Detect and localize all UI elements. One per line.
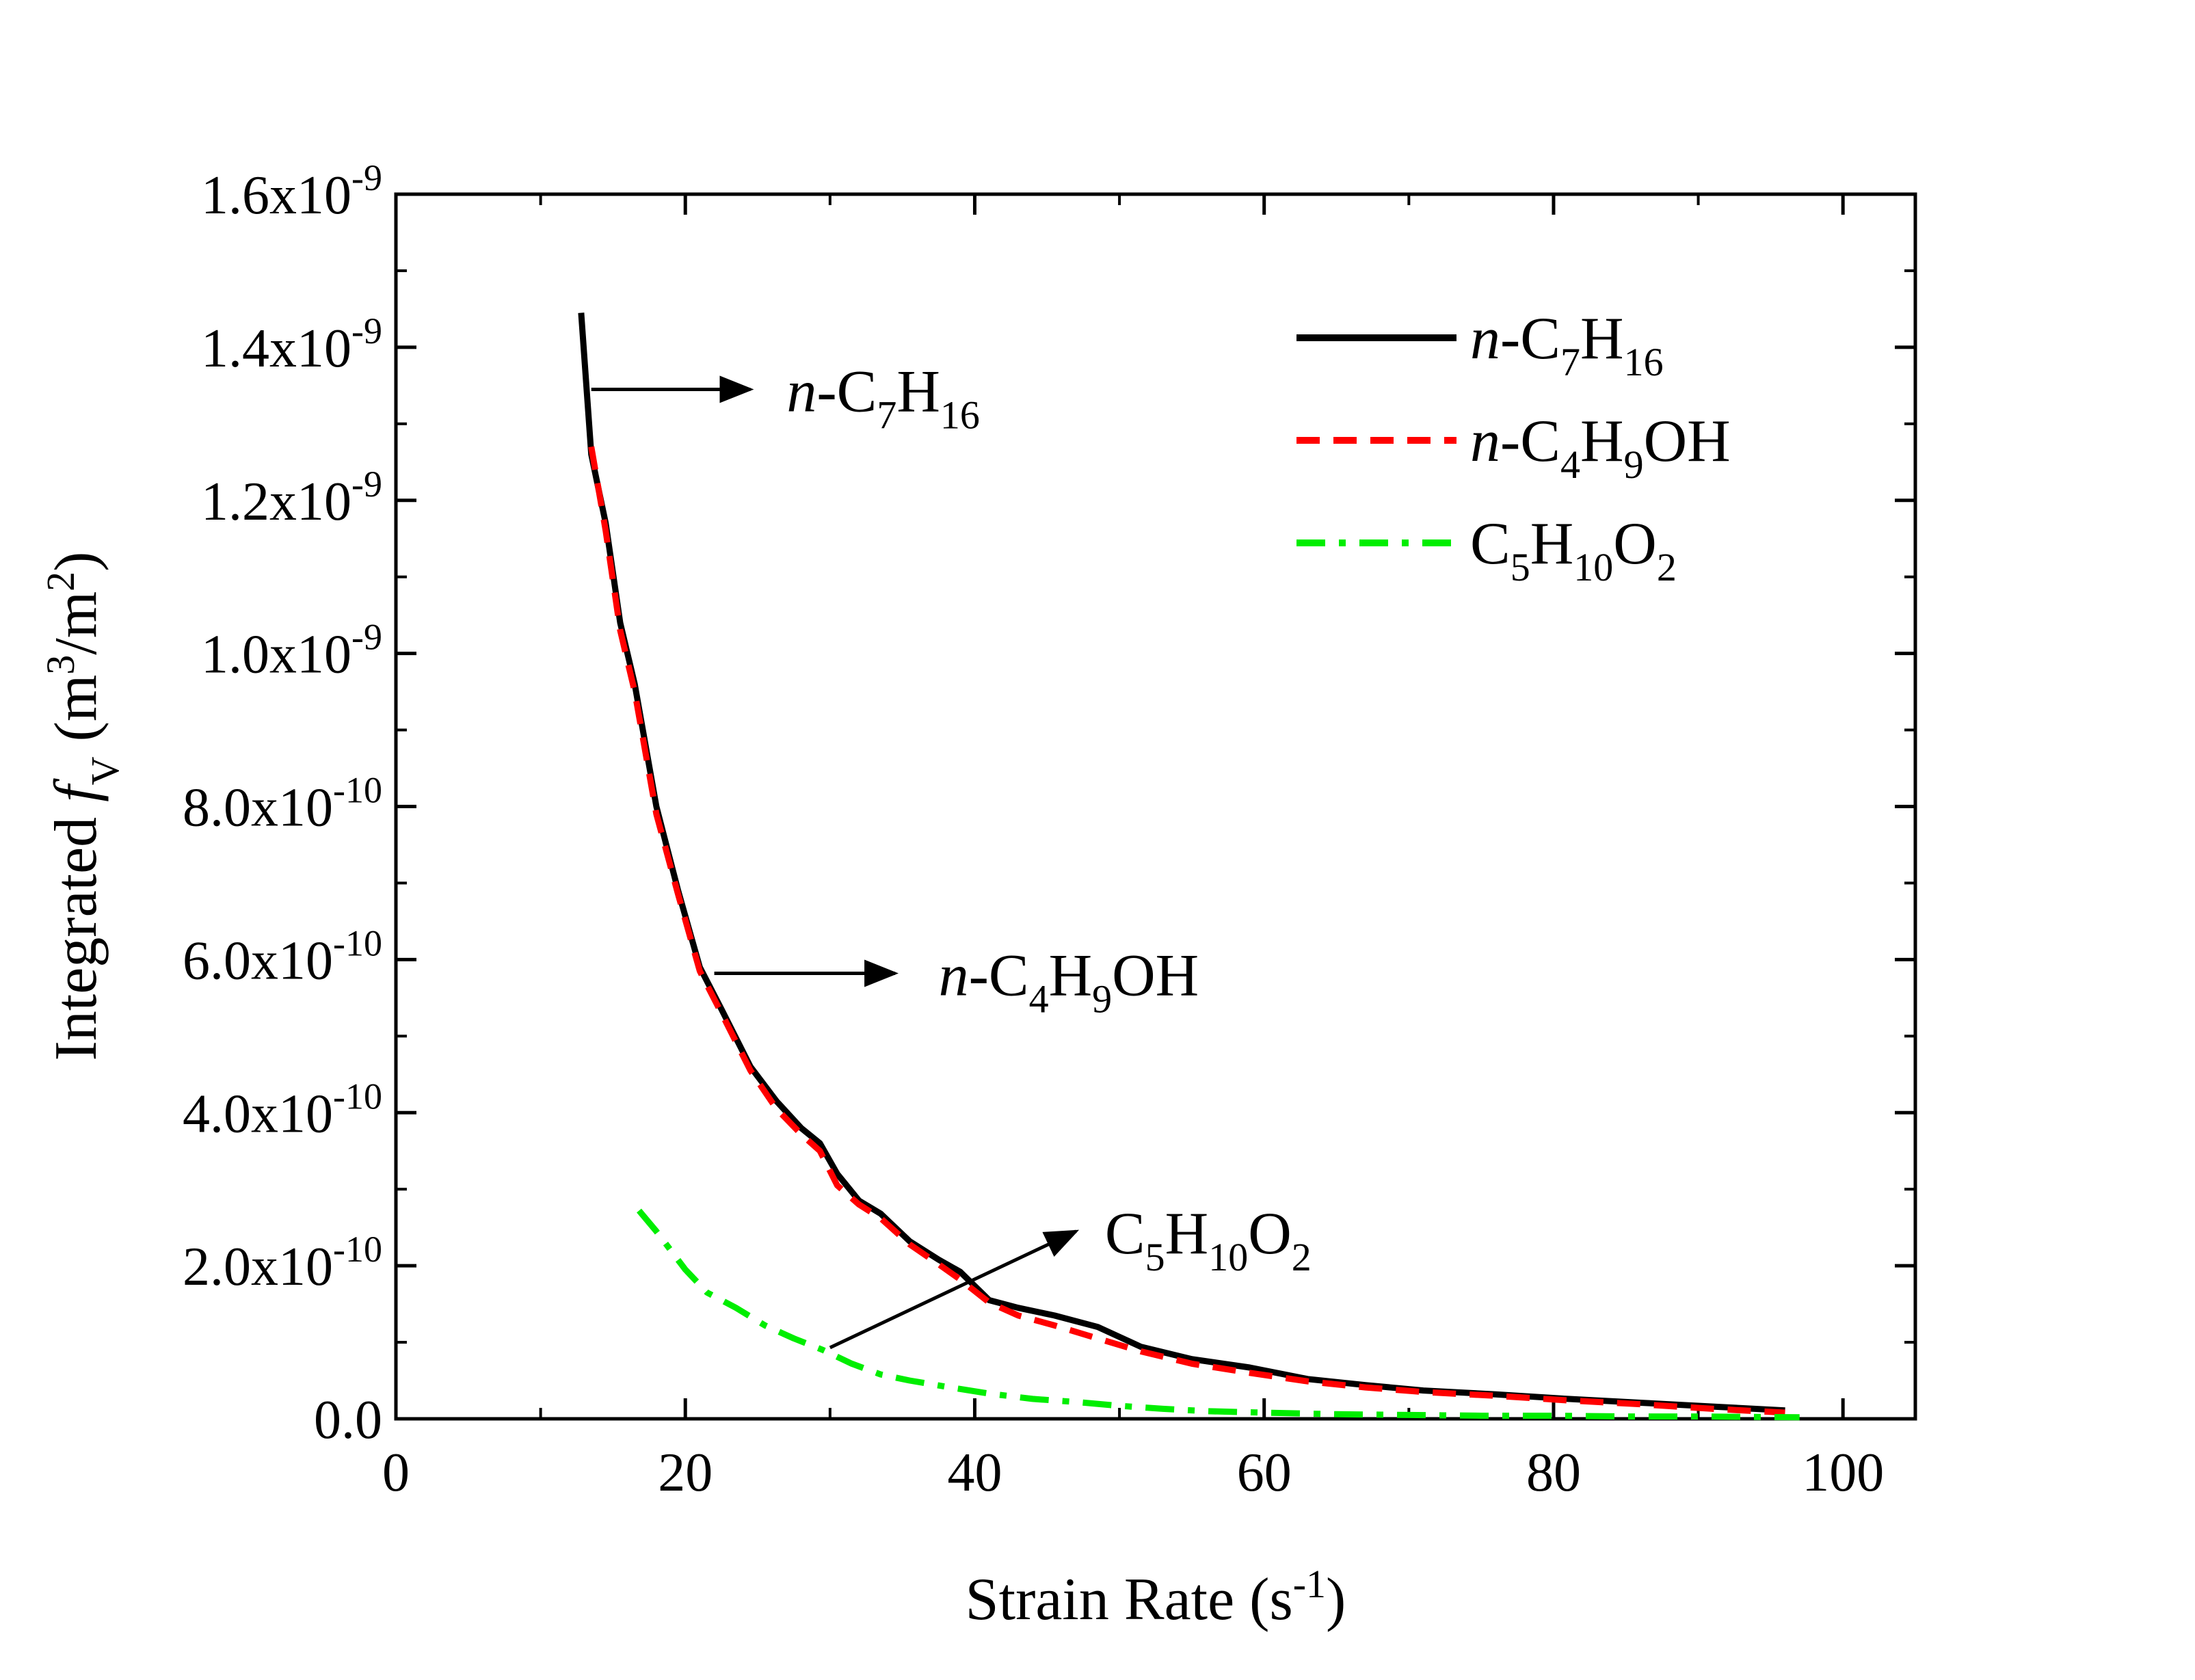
y-tick-label: 6.0x10-10 [183,922,382,991]
tick-labels: 0 20 40 60 80 100 0.0 2.0x10-10 4.0x10-10 6.0x10-… [183,157,1884,1503]
annotation-label-c5: C5H10O2 [1105,1201,1312,1279]
y-tick-label: 4.0x10-10 [183,1076,382,1144]
legend-label-c5: C5H10O2 [1470,511,1677,589]
y-tick-label: 1.4x10-9 [201,310,382,379]
y-axis-title: Integrated fV (m3/m2) [38,551,127,1061]
x-tick-label: 40 [947,1443,1002,1503]
x-tick-label: 80 [1526,1443,1581,1503]
y-tick-label: 1.6x10-9 [201,157,382,226]
x-tick-label: 100 [1802,1443,1884,1503]
x-tick-label: 0 [382,1443,410,1503]
x-tick-label: 20 [658,1443,713,1503]
legend-label-heptane: n-C7H16 [1470,306,1664,384]
annotations: n-C7H16 n-C4H9OH C5H10O2 [591,358,1312,1350]
annotation-label-heptane: n-C7H16 [786,358,980,437]
x-axis-title: Strain Rate (s-1) [966,1562,1346,1634]
series-line-c5 [637,1208,1800,1421]
y-tick-label: 8.0x10-10 [183,770,382,838]
annotation-arrow-c5 [829,1229,1080,1350]
legend-label-butanol: n-C4H9OH [1470,408,1731,487]
x-tick-label: 60 [1237,1443,1292,1503]
legend: n-C7H16 n-C4H9OH C5H10O2 [1296,306,1731,589]
y-tick-label: 0.0 [314,1390,382,1450]
y-tick-label: 1.2x10-9 [201,464,382,532]
axis-ticks [394,192,1915,1421]
y-tick-label: 1.0x10-9 [201,617,382,685]
annotation-label-butanol: n-C4H9OH [939,943,1199,1022]
series-line-butanol [588,446,1785,1416]
series-lines [578,312,1800,1421]
y-tick-label: 2.0x10-10 [183,1229,382,1297]
